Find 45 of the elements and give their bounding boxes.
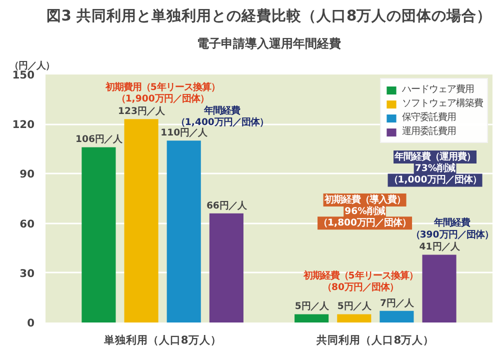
data-label: 5円／人 [337,301,372,312]
annotation: （1,000万円／団体） [388,174,482,186]
data-label: 106円／人 [75,134,123,146]
annotation: 初期経費（5年リース換算） [302,270,418,282]
legend-label: ハードウェア費用 [402,83,474,96]
annotation: 年間経費（運用費） [394,152,476,163]
y-tick-label: 60 [20,217,35,230]
data-label: 41円／人 [419,242,460,253]
y-axis-title: （円／人） [10,60,54,72]
legend-label: 保守委託費用 [402,111,456,124]
y-tick-label: 30 [20,266,35,280]
bar [422,254,456,322]
annotation: 年間経費 [203,105,240,116]
x-tick-label: 単独利用（人口8万人） [102,334,222,346]
annotation: （1,900万円／団体） [116,94,209,105]
bar [166,140,201,322]
data-label: 7円／人 [380,298,414,309]
annotation: （1,400万円／団体） [176,116,268,128]
annotation: 96%削減 [344,206,385,218]
bar [209,213,244,322]
annotation: 初期費用（5年リース換算） [104,82,220,94]
data-label: 5円／人 [294,301,330,312]
annotation: （390万円／団体） [410,229,494,240]
legend-label: ソフトウェア構築費 [402,97,483,110]
data-label: 110円／人 [160,128,208,139]
bar [380,310,414,322]
y-tick-label: 90 [20,168,35,181]
y-tick-label: 0 [27,316,35,330]
data-label: 123円／人 [118,106,166,118]
chart-title: 図3 共同利用と単独利用との経費比較（人口8万人の団体の場合） [46,8,492,24]
chart-subtitle: 電子申請導入運用年間経費 [197,36,341,50]
legend-label: 運用委託費用 [402,125,456,138]
annotation: （80万円／団体） [322,282,399,294]
annotation: （1,800万円／団体） [318,218,412,229]
x-tick-label: 共同利用（人口8万人） [316,334,434,346]
bar [294,314,329,322]
annotation: 初期経費（導入費） [323,194,406,206]
annotation: 年間経費 [433,218,470,229]
bar [337,314,372,322]
data-label: 66円／人 [206,200,248,212]
bar [82,147,116,322]
annotation: 73%削減 [414,163,456,174]
bar [124,119,158,322]
y-tick-label: 120 [12,118,35,132]
y-tick-label: 150 [12,68,35,82]
